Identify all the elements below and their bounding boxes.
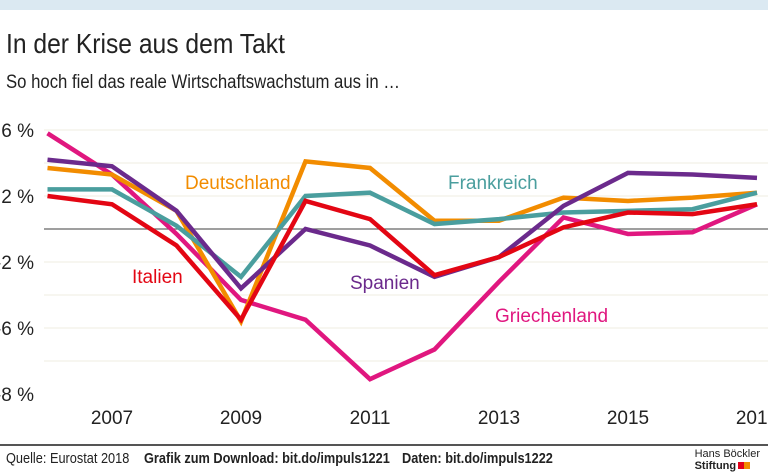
series-line-griechenland xyxy=(46,131,758,382)
page-subtitle: So hoch fiel das reale Wirtschaftswachst… xyxy=(6,72,401,93)
y-tick-label: -2 % xyxy=(0,253,34,274)
x-tick-label: 2017 xyxy=(736,408,768,429)
x-tick-label: 2009 xyxy=(220,408,262,429)
series-line-deutschland xyxy=(47,158,758,327)
source-text: Quelle: Eurostat 2018 xyxy=(6,450,130,467)
series-label: Frankreich xyxy=(448,173,538,194)
download-link[interactable]: Grafik zum Download: bit.do/impuls1221 xyxy=(144,450,390,467)
series-label: Griechenland xyxy=(495,306,608,327)
series-line-spanien xyxy=(47,157,758,292)
line-chart: 6 % 2 % -2 % -6 % -8 % 2007 2009 2011 2013 2015 20… xyxy=(0,121,768,429)
series-line-italien xyxy=(47,193,758,324)
data-link[interactable]: Daten: bit.do/impuls1222 xyxy=(402,450,553,467)
logo-mark xyxy=(738,462,751,469)
top-bar xyxy=(0,0,768,10)
x-tick-label: 2013 xyxy=(478,408,520,429)
y-tick-label: 6 % xyxy=(1,121,34,142)
y-tick-label: -6 % xyxy=(0,319,34,340)
series-label: Italien xyxy=(132,267,183,288)
footer: Quelle: Eurostat 2018 Grafik zum Downloa… xyxy=(0,444,768,472)
y-tick-label: -8 % xyxy=(0,385,34,406)
series-label: Deutschland xyxy=(185,173,291,194)
x-tick-label: 2015 xyxy=(607,408,649,429)
x-tick-label: 2007 xyxy=(91,408,133,429)
series-label: Spanien xyxy=(350,273,420,294)
page-title: In der Krise aus dem Takt xyxy=(6,28,285,59)
logo: Hans Böckler Stiftung xyxy=(694,448,760,472)
x-tick-label: 2011 xyxy=(350,408,391,429)
y-tick-label: 2 % xyxy=(1,187,34,208)
